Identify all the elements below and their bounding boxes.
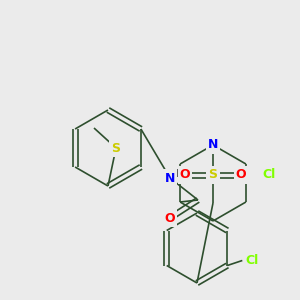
Text: Cl: Cl (262, 169, 276, 182)
Text: Cl: Cl (246, 254, 259, 267)
Text: S: S (112, 142, 121, 154)
Text: O: O (180, 169, 190, 182)
Text: N: N (208, 139, 218, 152)
Text: S: S (208, 169, 217, 182)
Text: N: N (165, 172, 175, 184)
Text: O: O (236, 169, 246, 182)
Text: O: O (165, 212, 175, 224)
Text: H: H (176, 169, 184, 179)
